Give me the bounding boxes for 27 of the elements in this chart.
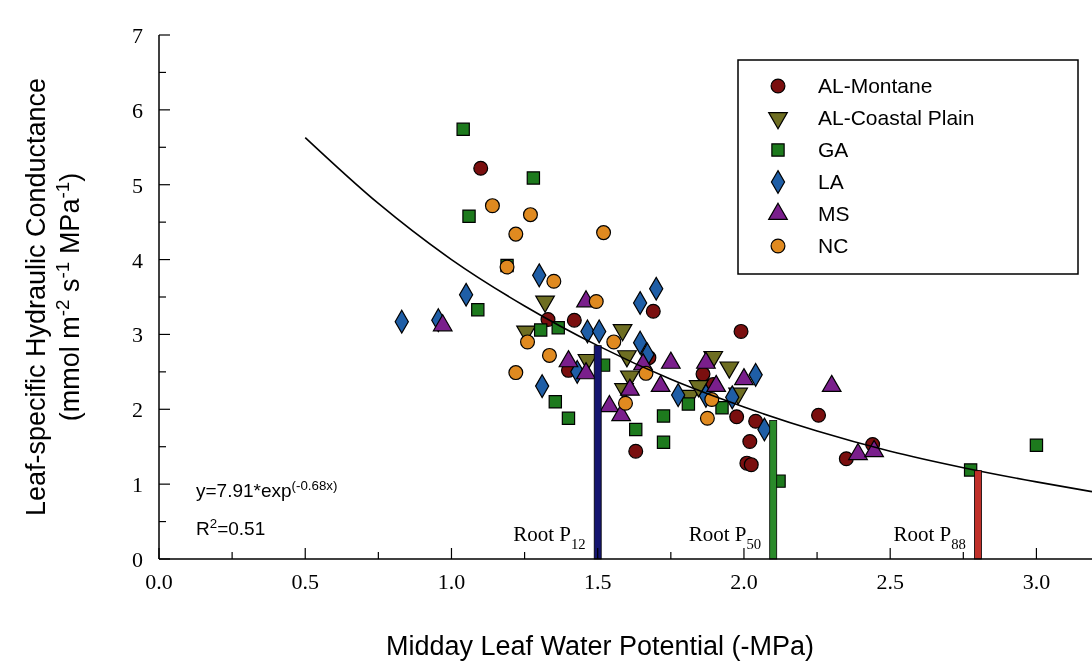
annotation: R$^{2}$=0.51 [196, 515, 266, 539]
legend-label: LA [818, 170, 844, 193]
annotation: Root P$_{50}$ [688, 522, 762, 552]
y-tick-label: 4 [132, 247, 143, 273]
x-tick-label: 2.5 [876, 569, 904, 594]
y-tick-label: 1 [132, 472, 143, 498]
y-tick-label: 6 [132, 97, 143, 123]
x-axis-title: Midday Leaf Water Potential (-MPa) [385, 631, 815, 661]
y-tick-label: 2 [132, 397, 143, 423]
legend-label: NC [818, 234, 849, 257]
x-tick-label: 0.0 [145, 569, 173, 594]
annotation: Root P$_{88}$ [893, 522, 966, 552]
y-tick-label: 7 [132, 23, 143, 48]
x-tick-label: 1.5 [583, 569, 612, 594]
legend-label: GA [818, 138, 849, 161]
y-tick-label: 0 [132, 547, 143, 572]
x-tick-label: 0.5 [291, 569, 319, 594]
x-tick-label: 1.0 [437, 569, 466, 594]
y-tick-label: 3 [132, 322, 143, 348]
legend-label: MS [818, 202, 850, 225]
y-tick-label: 5 [132, 172, 143, 198]
legend-label: AL-Montane [818, 74, 933, 97]
x-tick-label: 2.0 [730, 569, 758, 594]
x-tick-label: 3.0 [1022, 569, 1051, 594]
legend-label: AL-Coastal Plain [818, 106, 975, 129]
annotation: y=7.91*exp$^{(-0.68x)}$ [196, 477, 338, 501]
annotation: Root P$_{12}$ [513, 522, 586, 552]
